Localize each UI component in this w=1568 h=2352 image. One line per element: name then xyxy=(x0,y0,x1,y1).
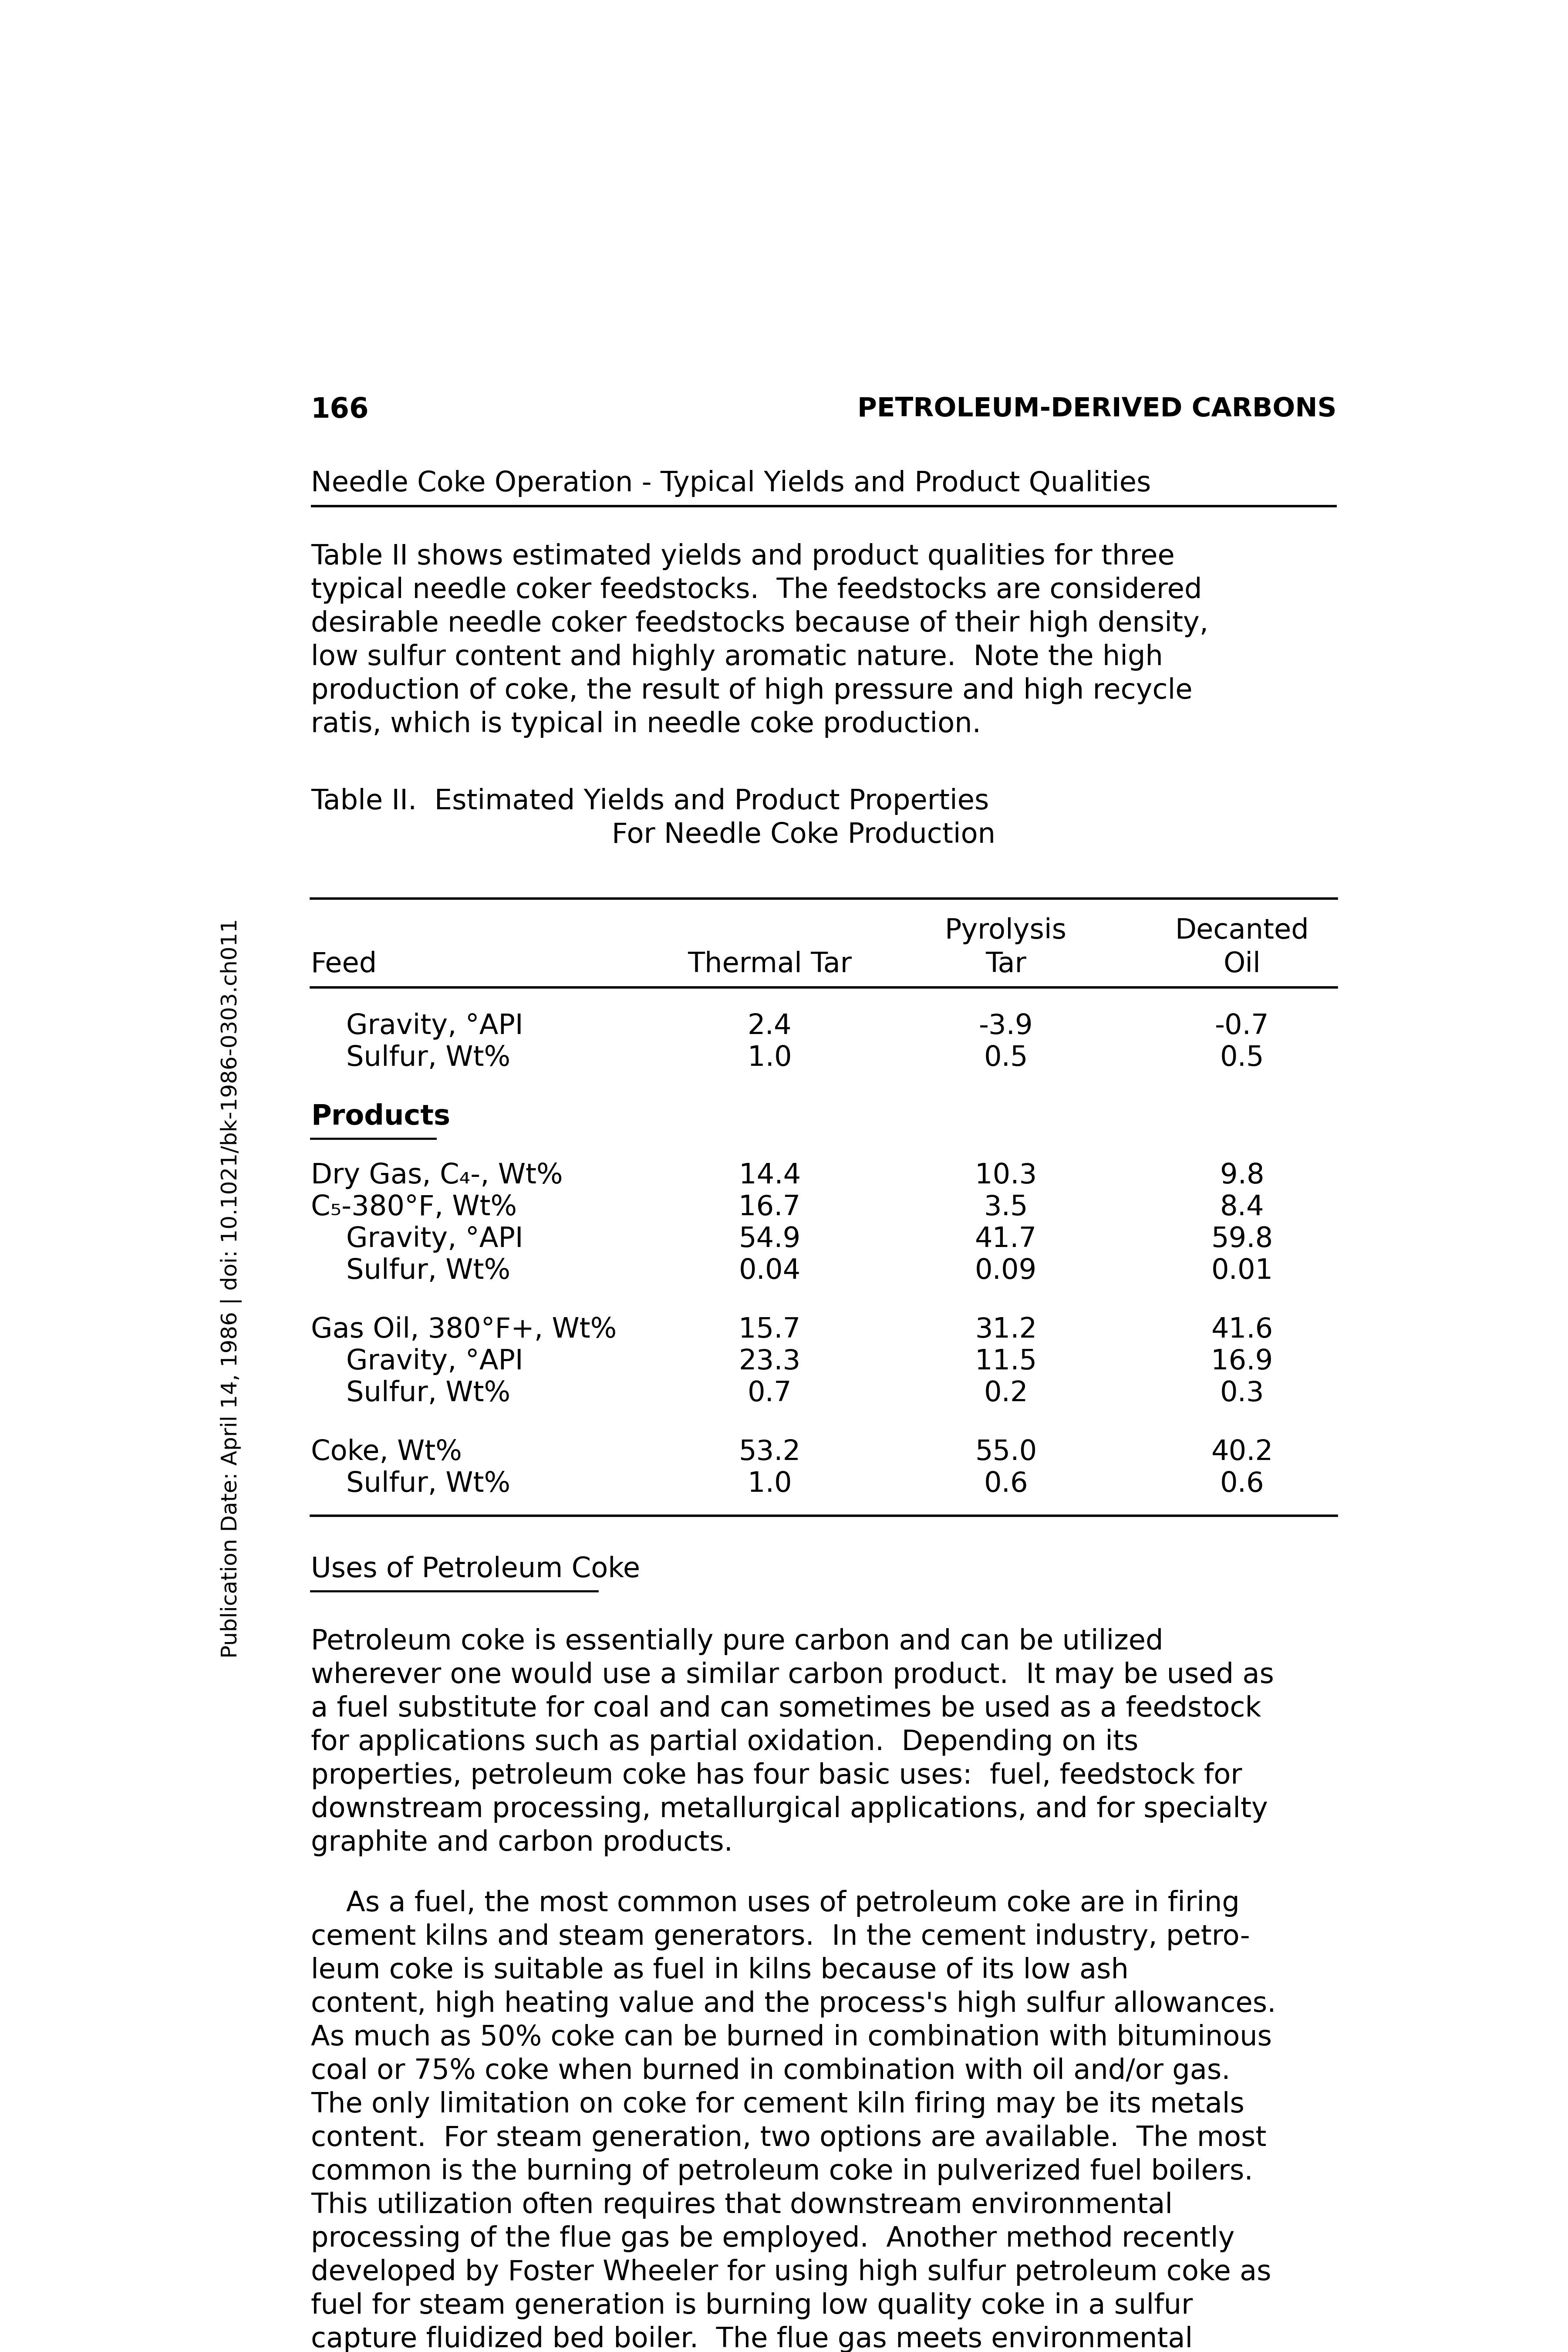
Text: properties, petroleum coke has four basic uses:  fuel, feedstock for: properties, petroleum coke has four basi… xyxy=(310,1762,1242,1790)
Text: cement kilns and steam generators.  In the cement industry, petro-: cement kilns and steam generators. In th… xyxy=(310,1924,1250,1950)
Text: wherever one would use a similar carbon product.  It may be used as: wherever one would use a similar carbon … xyxy=(310,1661,1273,1689)
Text: 31.2: 31.2 xyxy=(975,1317,1036,1343)
Text: Sulfur, Wt%: Sulfur, Wt% xyxy=(310,1470,510,1498)
Text: -0.7: -0.7 xyxy=(1215,1014,1269,1040)
Text: capture fluidized bed boiler.  The flue gas meets environmental: capture fluidized bed boiler. The flue g… xyxy=(310,2326,1193,2352)
Text: As much as 50% coke can be burned in combination with bituminous: As much as 50% coke can be burned in com… xyxy=(310,2023,1272,2051)
Text: Gas Oil, 380°F+, Wt%: Gas Oil, 380°F+, Wt% xyxy=(310,1317,616,1343)
Text: Sulfur, Wt%: Sulfur, Wt% xyxy=(310,1258,510,1284)
Text: This utilization often requires that downstream environmental: This utilization often requires that dow… xyxy=(310,2192,1173,2218)
Text: 0.6: 0.6 xyxy=(983,1470,1029,1498)
Text: 16.7: 16.7 xyxy=(739,1195,801,1221)
Text: Uses of Petroleum Coke: Uses of Petroleum Coke xyxy=(310,1557,640,1583)
Text: Pyrolysis: Pyrolysis xyxy=(946,917,1066,943)
Text: 166: 166 xyxy=(310,395,368,423)
Text: Sulfur, Wt%: Sulfur, Wt% xyxy=(310,1381,510,1406)
Text: Tar: Tar xyxy=(985,950,1027,978)
Text: 2.4: 2.4 xyxy=(748,1014,792,1040)
Text: 40.2: 40.2 xyxy=(1210,1439,1273,1465)
Text: 0.2: 0.2 xyxy=(983,1381,1029,1406)
Text: 41.6: 41.6 xyxy=(1210,1317,1273,1343)
Text: 0.5: 0.5 xyxy=(1220,1044,1264,1073)
Text: 1.0: 1.0 xyxy=(748,1470,792,1498)
Text: typical needle coker feedstocks.  The feedstocks are considered: typical needle coker feedstocks. The fee… xyxy=(310,576,1201,604)
Text: Products: Products xyxy=(310,1103,450,1131)
Text: Table II shows estimated yields and product qualities for three: Table II shows estimated yields and prod… xyxy=(310,543,1174,569)
Text: 3.5: 3.5 xyxy=(983,1195,1029,1221)
Text: low sulfur content and highly aromatic nature.  Note the high: low sulfur content and highly aromatic n… xyxy=(310,644,1163,670)
Text: PETROLEUM-DERIVED CARBONS: PETROLEUM-DERIVED CARBONS xyxy=(858,395,1336,421)
Text: 14.4: 14.4 xyxy=(739,1162,801,1190)
Text: For Needle Coke Production: For Needle Coke Production xyxy=(612,821,996,849)
Text: developed by Foster Wheeler for using high sulfur petroleum coke as: developed by Foster Wheeler for using hi… xyxy=(310,2258,1272,2286)
Text: ratis, which is typical in needle coke production.: ratis, which is typical in needle coke p… xyxy=(310,710,982,739)
Text: 9.8: 9.8 xyxy=(1220,1162,1264,1190)
Text: 8.4: 8.4 xyxy=(1220,1195,1264,1221)
Text: production of coke, the result of high pressure and high recycle: production of coke, the result of high p… xyxy=(310,677,1192,703)
Text: content.  For steam generation, two options are available.  The most: content. For steam generation, two optio… xyxy=(310,2124,1267,2152)
Text: Publication Date: April 14, 1986 | doi: 10.1021/bk-1986-0303.ch011: Publication Date: April 14, 1986 | doi: … xyxy=(221,920,243,1658)
Text: 15.7: 15.7 xyxy=(739,1317,801,1343)
Text: content, high heating value and the process's high sulfur allowances.: content, high heating value and the proc… xyxy=(310,1990,1276,2018)
Text: Gravity, °API: Gravity, °API xyxy=(310,1014,524,1040)
Text: 54.9: 54.9 xyxy=(739,1225,801,1254)
Text: 0.7: 0.7 xyxy=(748,1381,792,1406)
Text: Sulfur, Wt%: Sulfur, Wt% xyxy=(310,1044,510,1073)
Text: 41.7: 41.7 xyxy=(975,1225,1036,1254)
Text: Gravity, °API: Gravity, °API xyxy=(310,1348,524,1376)
Text: Decanted: Decanted xyxy=(1174,917,1309,943)
Text: 23.3: 23.3 xyxy=(739,1348,801,1376)
Text: As a fuel, the most common uses of petroleum coke are in firing: As a fuel, the most common uses of petro… xyxy=(310,1889,1239,1917)
Text: Coke, Wt%: Coke, Wt% xyxy=(310,1439,463,1465)
Text: graphite and carbon products.: graphite and carbon products. xyxy=(310,1830,732,1856)
Text: 0.01: 0.01 xyxy=(1210,1258,1273,1284)
Text: Table II.  Estimated Yields and Product Properties: Table II. Estimated Yields and Product P… xyxy=(310,788,989,816)
Text: Feed: Feed xyxy=(310,950,376,978)
Text: a fuel substitute for coal and can sometimes be used as a feedstock: a fuel substitute for coal and can somet… xyxy=(310,1696,1261,1722)
Text: common is the burning of petroleum coke in pulverized fuel boilers.: common is the burning of petroleum coke … xyxy=(310,2159,1253,2185)
Text: desirable needle coker feedstocks because of their high density,: desirable needle coker feedstocks becaus… xyxy=(310,609,1209,637)
Text: 0.04: 0.04 xyxy=(739,1258,801,1284)
Text: Dry Gas, C₄-, Wt%: Dry Gas, C₄-, Wt% xyxy=(310,1162,563,1190)
Text: 16.9: 16.9 xyxy=(1210,1348,1273,1376)
Text: Oil: Oil xyxy=(1223,950,1261,978)
Text: fuel for steam generation is burning low quality coke in a sulfur: fuel for steam generation is burning low… xyxy=(310,2293,1193,2319)
Text: C₅-380°F, Wt%: C₅-380°F, Wt% xyxy=(310,1195,517,1221)
Text: 0.09: 0.09 xyxy=(975,1258,1036,1284)
Text: Gravity, °API: Gravity, °API xyxy=(310,1225,524,1254)
Text: for applications such as partial oxidation.  Depending on its: for applications such as partial oxidati… xyxy=(310,1729,1138,1755)
Text: 1.0: 1.0 xyxy=(748,1044,792,1073)
Text: 10.3: 10.3 xyxy=(975,1162,1036,1190)
Text: Thermal Tar: Thermal Tar xyxy=(688,950,851,978)
Text: Needle Coke Operation - Typical Yields and Product Qualities: Needle Coke Operation - Typical Yields a… xyxy=(310,470,1151,496)
Text: Petroleum coke is essentially pure carbon and can be utilized: Petroleum coke is essentially pure carbo… xyxy=(310,1628,1163,1656)
Text: 11.5: 11.5 xyxy=(975,1348,1036,1376)
Text: 55.0: 55.0 xyxy=(975,1439,1036,1465)
Text: downstream processing, metallurgical applications, and for specialty: downstream processing, metallurgical app… xyxy=(310,1797,1267,1823)
Text: 0.6: 0.6 xyxy=(1220,1470,1264,1498)
Text: The only limitation on coke for cement kiln firing may be its metals: The only limitation on coke for cement k… xyxy=(310,2091,1245,2117)
Text: 53.2: 53.2 xyxy=(739,1439,801,1465)
Text: 59.8: 59.8 xyxy=(1210,1225,1273,1254)
Text: processing of the flue gas be employed.  Another method recently: processing of the flue gas be employed. … xyxy=(310,2225,1234,2253)
Text: coal or 75% coke when burned in combination with oil and/or gas.: coal or 75% coke when burned in combinat… xyxy=(310,2058,1231,2084)
Text: 0.5: 0.5 xyxy=(983,1044,1029,1073)
Text: leum coke is suitable as fuel in kilns because of its low ash: leum coke is suitable as fuel in kilns b… xyxy=(310,1957,1129,1983)
Text: -3.9: -3.9 xyxy=(978,1014,1033,1040)
Text: 0.3: 0.3 xyxy=(1220,1381,1264,1406)
